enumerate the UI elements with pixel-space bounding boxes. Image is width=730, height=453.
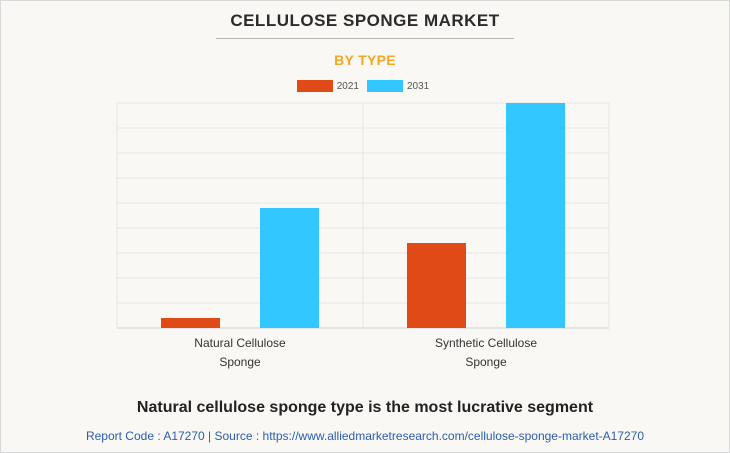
x-tick-label: Synthetic Cellulose Sponge	[435, 336, 537, 369]
legend-label-2021: 2021	[336, 80, 359, 92]
legend-swatch-2031	[367, 80, 403, 92]
chart-legend: 2021 2031	[1, 80, 729, 92]
bar-2021-2	[407, 243, 466, 328]
legend-item-2031[interactable]: 2031	[367, 80, 433, 92]
source-footer[interactable]: Report Code : A17270 | Source : https://…	[85, 429, 645, 443]
bar-chart: Natural Cellulose Sponge Synthetic Cellulo…	[116, 102, 610, 369]
legend-swatch-2021	[296, 80, 333, 92]
chart-headline: Natural cellulose sponge type is the mos…	[136, 399, 594, 416]
x-tick-label: Natural Cellulose Sponge	[194, 336, 286, 369]
legend-item-2021[interactable]: 2021	[296, 80, 363, 92]
bar-2031-1	[260, 208, 319, 328]
chart-title: CELLULOSE SPONGE MARKET	[230, 11, 500, 30]
bar-2031-2	[506, 103, 565, 328]
bar-2021-1	[161, 318, 220, 328]
legend-label-2031: 2031	[407, 80, 430, 92]
title-divider	[216, 38, 514, 39]
chart-subtitle: BY TYPE	[334, 52, 396, 68]
